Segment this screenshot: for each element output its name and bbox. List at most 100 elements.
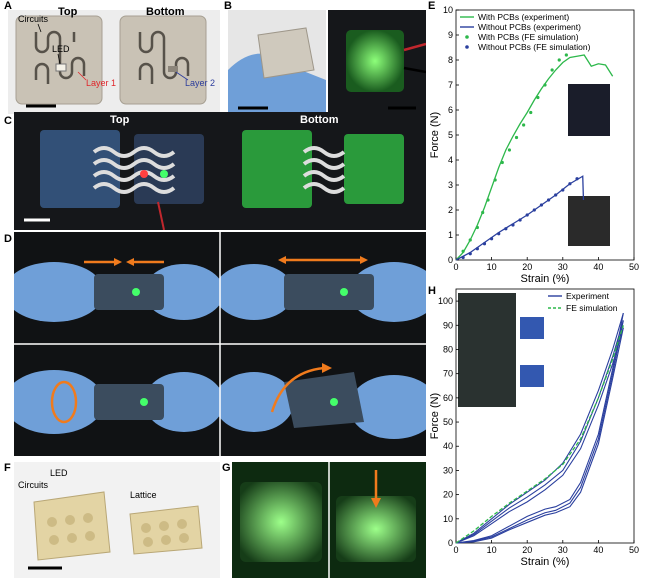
- legend-marker: [465, 35, 469, 39]
- y-tick-label: 4: [448, 155, 453, 165]
- inset-image: [520, 317, 544, 339]
- data-point: [518, 218, 522, 222]
- panel-f-circuits-label: Circuits: [18, 480, 49, 490]
- y-tick-label: 20: [443, 490, 453, 500]
- panel-d-letter: D: [4, 233, 12, 245]
- chart-h: 0 10 20 30 40 50 0 10 20 30 40 50 60 70 80 90 100 Strain …: [429, 288, 639, 568]
- data-point: [525, 213, 529, 217]
- data-point: [529, 110, 533, 115]
- x-tick-label: 10: [487, 262, 497, 272]
- data-point: [504, 227, 508, 231]
- led-chip: [55, 63, 67, 72]
- g-glow-uncompressed: [240, 482, 322, 562]
- data-point: [500, 160, 504, 165]
- data-point: [497, 232, 501, 236]
- data-point: [475, 225, 479, 230]
- legend-entry: With PCBs (experiment): [478, 12, 569, 22]
- data-point: [461, 249, 465, 253]
- y-axis-label: Force (N): [429, 112, 441, 158]
- data-point: [561, 188, 565, 192]
- bottom-led-chip: [168, 66, 178, 72]
- x-tick-label: 20: [522, 545, 532, 555]
- data-point: [475, 247, 479, 251]
- inset-image: [568, 196, 610, 246]
- bent-device: [257, 27, 315, 79]
- x-tick-label: 40: [593, 262, 603, 272]
- x-tick-label: 30: [558, 545, 568, 555]
- red-led: [140, 170, 148, 178]
- data-point: [468, 252, 472, 256]
- hysteresis-line: [455, 327, 624, 544]
- data-point: [546, 198, 551, 202]
- legend-entry: Without PCBs (FE simulation): [478, 42, 591, 52]
- data-point: [550, 68, 554, 72]
- data-point: [461, 255, 465, 260]
- bottom-circuits: [138, 30, 190, 84]
- c-bottom-right-pcb: [344, 134, 404, 204]
- data-point: [564, 53, 568, 57]
- x-tick-label: 0: [453, 545, 458, 555]
- d-stretch: [214, 256, 426, 322]
- inset-image: [568, 84, 610, 136]
- y-tick-label: 10: [443, 5, 453, 15]
- panel-a-layer1-label: Layer 1: [86, 78, 117, 88]
- hysteresis-line: [455, 313, 624, 544]
- y-tick-label: 30: [443, 465, 453, 475]
- y-tick-label: 0: [448, 538, 453, 548]
- x-axis-label: Strain (%): [521, 556, 570, 568]
- panel-g-photo: [232, 462, 426, 578]
- y-tick-label: 90: [443, 320, 453, 330]
- press-arrow: [371, 498, 381, 508]
- legend-entry: Without PCBs (experiment): [478, 22, 581, 32]
- legend-entry: With PCBs (FE simulation): [478, 32, 579, 42]
- y-tick-label: 0: [448, 255, 453, 265]
- x-tick-label: 20: [522, 262, 532, 272]
- data-point: [490, 237, 494, 241]
- x-tick-label: 50: [629, 262, 639, 272]
- y-tick-label: 70: [443, 369, 453, 379]
- panel-c-photo: [14, 112, 426, 230]
- data-point: [522, 123, 526, 127]
- x-tick-label: 30: [558, 262, 568, 272]
- x-tick-label: 0: [453, 262, 458, 272]
- y-tick-label: 7: [448, 80, 453, 90]
- panel-b-photo-bent: [228, 10, 326, 114]
- y-tick-label: 3: [448, 180, 453, 190]
- panel-a-top-label: Top: [58, 6, 78, 18]
- data-point: [568, 182, 572, 186]
- data-point: [536, 95, 540, 100]
- x-tick-label: 40: [593, 545, 603, 555]
- y-tick-label: 10: [443, 514, 453, 524]
- g-glow-compressed: [336, 496, 416, 562]
- plot-frame: [455, 288, 635, 544]
- data-point: [514, 135, 519, 140]
- panel-c-top-label: Top: [110, 114, 130, 126]
- series-line: [455, 175, 585, 261]
- legend-marker: [465, 45, 469, 49]
- hysteresis-line: [455, 313, 624, 544]
- y-tick-label: 2: [448, 205, 453, 215]
- panel-a-led-label: LED: [52, 44, 70, 54]
- panel-b-letter: B: [224, 0, 232, 12]
- glove-shape: [228, 53, 326, 114]
- data-point: [468, 238, 472, 242]
- panel-a-letter: A: [4, 0, 12, 12]
- data-point: [532, 208, 536, 212]
- x-tick-label: 50: [629, 545, 639, 555]
- panel-e-letter: E: [428, 0, 436, 12]
- panel-a-bottom-label: Bottom: [146, 6, 185, 18]
- panel-f-lattice-label: Lattice: [130, 490, 157, 500]
- data-point: [539, 203, 544, 207]
- y-tick-label: 1: [448, 230, 453, 240]
- y-tick-label: 80: [443, 344, 453, 354]
- series-line: [455, 325, 624, 544]
- panel-b-photo-glowing: [328, 10, 426, 114]
- inset-image: [520, 365, 544, 387]
- panel-a-circuits-label: Circuits: [18, 14, 49, 24]
- panel-c-bottom-label: Bottom: [300, 114, 339, 126]
- panel-f-letter: F: [4, 462, 11, 474]
- x-tick-label: 10: [487, 545, 497, 555]
- y-tick-label: 100: [438, 296, 453, 306]
- panel-a-devices: [15, 15, 207, 108]
- inset-image: [458, 293, 516, 407]
